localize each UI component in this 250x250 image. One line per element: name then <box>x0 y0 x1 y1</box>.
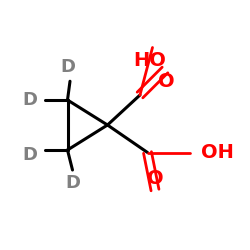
Text: O: O <box>147 169 163 188</box>
Text: D: D <box>22 91 38 109</box>
Text: D: D <box>22 146 38 164</box>
Text: D: D <box>60 58 75 76</box>
Text: D: D <box>65 174 80 192</box>
Text: OH: OH <box>201 143 234 162</box>
Text: HO: HO <box>134 50 166 70</box>
Text: O: O <box>158 72 174 91</box>
